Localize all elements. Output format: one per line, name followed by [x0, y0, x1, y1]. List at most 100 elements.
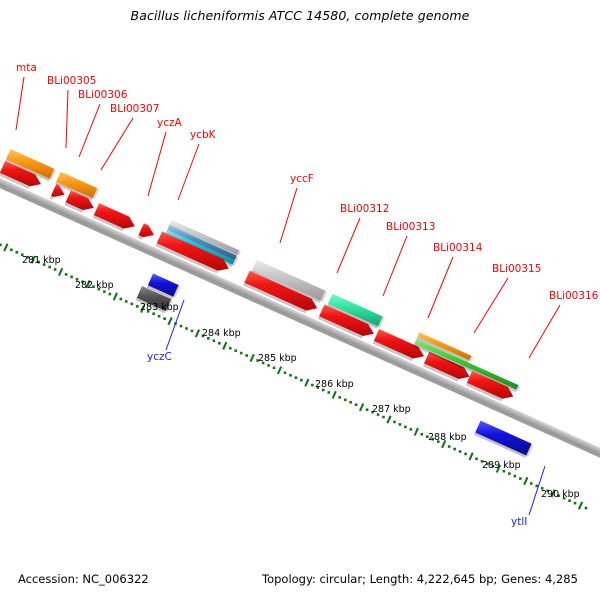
tick-mark-minor — [185, 327, 188, 330]
gene-arrow-shade — [92, 215, 124, 232]
gene-label-BLi00315[interactable]: BLi00315 — [492, 263, 541, 275]
tick-mark-minor — [283, 371, 287, 375]
yccF-arrow[interactable] — [243, 270, 318, 314]
yczC-blue[interactable] — [146, 273, 181, 300]
gene-arrow-body[interactable] — [466, 370, 514, 399]
tick-mark-minor — [409, 428, 413, 431]
gene-bar-body[interactable] — [165, 229, 235, 265]
gene-bar-body[interactable] — [56, 171, 98, 199]
gene-bar-cap — [237, 250, 241, 257]
BLi00305-small[interactable] — [49, 183, 65, 200]
gene-label-layer[interactable]: mta BLi00305 BLi00306 BLi00307 yczA ycbK yccF B… — [15, 62, 599, 528]
gene-bar-body[interactable] — [475, 420, 532, 456]
scale-label-layer: 281 kbp 282 kbp 283 kbp 284 kbp 285 kbp 286 k… — [22, 255, 580, 500]
tick-mark-major — [140, 304, 146, 313]
gene-label-ycbK[interactable]: ycbK — [190, 129, 217, 141]
gene-arrow-body[interactable] — [156, 231, 229, 271]
gene-bar-cap — [165, 299, 173, 313]
gene-arrow-shade — [317, 316, 363, 339]
gene-arrow-body[interactable] — [93, 203, 135, 229]
yczC-darkgray[interactable] — [135, 286, 173, 314]
tick-mark-minor — [26, 255, 30, 259]
gene-bar-body[interactable] — [417, 332, 472, 361]
gene-label-leader-line — [473, 277, 509, 334]
mta-orange[interactable] — [5, 149, 56, 182]
gene-arrow-body[interactable] — [138, 223, 155, 238]
gene-label-yccF[interactable]: yccF — [290, 173, 314, 185]
BLi00312-spring[interactable] — [327, 293, 385, 329]
tick-mark-minor — [53, 268, 57, 271]
tick-mark-minor — [135, 305, 139, 308]
BLi00307-arrow[interactable] — [92, 203, 135, 232]
gene-bar-body[interactable] — [414, 339, 519, 390]
BLi00304-arrow[interactable] — [0, 161, 41, 190]
gene-bar-cap — [232, 260, 237, 267]
gene-label-BLi00312[interactable]: BLi00312 — [340, 203, 389, 215]
BLi00305-orange[interactable] — [55, 171, 99, 201]
gene-label-yczA[interactable]: yczA — [157, 117, 182, 129]
tick-mark-minor — [124, 300, 128, 303]
gene-label-BLi00314[interactable]: BLi00314 — [433, 242, 483, 254]
gene-label-mta[interactable]: mta — [16, 62, 37, 74]
tick-mark-minor — [300, 378, 303, 382]
tick-mark-minor — [218, 341, 221, 345]
gene-bar-body[interactable] — [169, 219, 240, 255]
yczA-small[interactable] — [137, 223, 154, 240]
gene-label-leader-line — [100, 117, 134, 171]
gene-label-leader-line — [177, 143, 200, 201]
tick-mark-minor — [64, 273, 68, 276]
gene-arrow-shade — [372, 340, 414, 362]
gene-arrow-body[interactable] — [0, 161, 41, 187]
gene-arrow-body[interactable] — [424, 351, 470, 379]
tick-mark-minor — [464, 452, 467, 456]
scale-label: 287 kbp — [372, 404, 411, 415]
gene-arrow-body[interactable] — [373, 329, 424, 359]
gene-bar-body[interactable] — [252, 259, 326, 301]
gene-feature-layer[interactable] — [0, 149, 534, 458]
tick-mark-major — [112, 292, 118, 301]
tick-mark-major — [577, 501, 584, 510]
gene-arrow-body[interactable] — [244, 270, 318, 311]
BLi00312-arrow[interactable] — [317, 304, 374, 339]
scale-label: 281 kbp — [22, 255, 61, 266]
gene-bar-body[interactable] — [6, 149, 55, 179]
tick-mark-major — [276, 366, 283, 375]
tick-mark-minor — [420, 432, 424, 436]
gene-arrow-body[interactable] — [319, 304, 374, 337]
genome-axis-line[interactable] — [0, 176, 600, 459]
gene-label-ytlI[interactable]: ytlI — [511, 516, 527, 528]
gene-label-BLi00306[interactable]: BLi00306 — [78, 89, 128, 101]
gene-arrow-shade — [243, 282, 307, 314]
ytlI-blue[interactable] — [474, 420, 534, 458]
gene-label-BLi00313[interactable]: BLi00313 — [386, 221, 435, 233]
tick-mark-major — [249, 353, 255, 363]
gene-label-BLi00316[interactable]: BLi00316 — [549, 290, 599, 302]
gene-bar-body[interactable] — [136, 286, 172, 311]
tick-mark-major — [222, 341, 228, 350]
BLi00306-arrow[interactable] — [64, 190, 94, 213]
gene-label-BLi00305[interactable]: BLi00305 — [47, 75, 96, 87]
gene-bar-shade — [416, 336, 470, 363]
tick-mark-layer — [0, 243, 588, 510]
gene-label-yczC[interactable]: yczC — [147, 351, 172, 363]
gene-arrow-body[interactable] — [65, 190, 94, 211]
gene-bar-body[interactable] — [167, 225, 237, 261]
ycbK-arrow[interactable] — [155, 231, 229, 274]
BLi00315-orange[interactable] — [416, 332, 473, 363]
yccF-silver[interactable] — [251, 259, 327, 303]
gene-bar-body[interactable] — [147, 273, 179, 297]
gene-label-BLi00307[interactable]: BLi00307 — [110, 103, 159, 115]
BLi00316-arrow[interactable] — [465, 370, 514, 402]
tick-mark-minor — [179, 324, 183, 328]
BLi00313-arrow[interactable] — [372, 329, 424, 362]
gene-arrow-shade — [422, 363, 459, 382]
gene-label-leader-line — [528, 465, 546, 516]
tick-mark-minor — [294, 376, 298, 379]
BLi00314-arrow[interactable] — [422, 351, 470, 382]
gene-bar-body[interactable] — [328, 293, 383, 327]
tick-mark-major — [85, 280, 91, 289]
gene-bar-cap — [378, 316, 385, 329]
gene-arrow-body[interactable] — [51, 183, 65, 197]
